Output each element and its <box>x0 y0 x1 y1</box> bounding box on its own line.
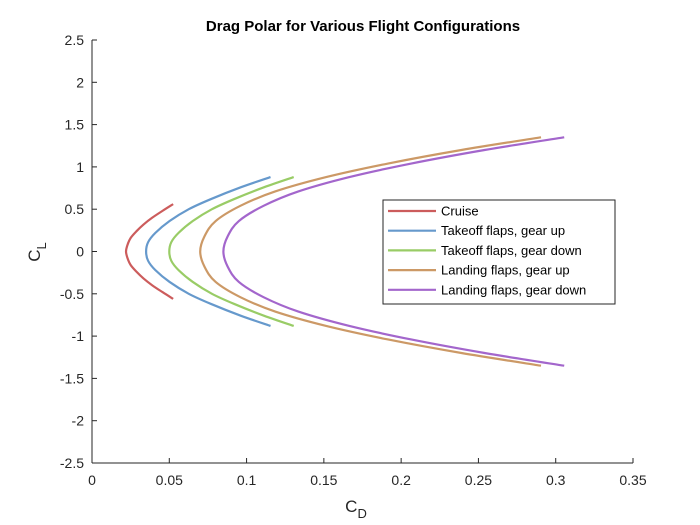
y-tick-label: 0.5 <box>65 201 85 217</box>
x-axis-label-sub: D <box>357 506 366 521</box>
x-axis-label: CD <box>345 497 367 521</box>
y-ticks: -2.5 -2 -1.5 -1 -0.5 0 0.5 1 1.5 2 2.5 <box>60 32 97 471</box>
legend: Cruise Takeoff flaps, gear up Takeoff flap… <box>382 199 616 305</box>
y-tick-label: -2.5 <box>60 455 84 471</box>
legend-label-cruise: Cruise <box>441 204 479 219</box>
y-tick-label: -1 <box>72 328 85 344</box>
y-axis-label-sub: L <box>34 242 49 249</box>
x-axis-label-main: C <box>345 497 357 516</box>
x-tick-label: 0.3 <box>546 472 566 488</box>
y-tick-label: -1.5 <box>60 370 84 386</box>
y-tick-label: -0.5 <box>60 286 84 302</box>
chart-title: Drag Polar for Various Flight Configurat… <box>206 18 520 35</box>
x-tick-label: 0.15 <box>310 472 337 488</box>
y-axis-label-main: C <box>25 249 44 261</box>
legend-label-landing-flaps-gear-down: Landing flaps, gear down <box>441 282 586 297</box>
y-tick-label: -2 <box>72 413 85 429</box>
plot-area: 0 0.05 0.1 0.15 0.2 0.25 0.3 0.35 -2.5-2-1.5-1-… <box>60 32 647 488</box>
x-ticks: 0 0.05 0.1 0.15 0.2 0.25 0.3 0.35 <box>88 458 647 488</box>
legend-label-takeoff-flaps-gear-down: Takeoff flaps, gear down <box>441 243 582 258</box>
y-tick-label: 1.5 <box>65 117 85 133</box>
y-tick-label: 2.5 <box>65 32 85 48</box>
series-line-takeoff-flaps-gear-up <box>145 176 271 327</box>
y-tick-label: 1 <box>76 159 84 175</box>
x-tick-label: 0.35 <box>619 472 646 488</box>
x-tick-label: 0 <box>88 472 96 488</box>
series-line-takeoff-flaps-gear-down <box>168 176 295 327</box>
x-tick-label: 0.05 <box>156 472 183 488</box>
x-tick-label: 0.25 <box>465 472 492 488</box>
y-axis-label: CL <box>25 242 49 262</box>
x-tick-label: 0.2 <box>391 472 411 488</box>
legend-box <box>382 199 616 305</box>
series-line-cruise <box>124 203 174 300</box>
legend-label-takeoff-flaps-gear-up: Takeoff flaps, gear up <box>441 223 565 238</box>
legend-label-landing-flaps-gear-up: Landing flaps, gear up <box>441 263 570 278</box>
x-tick-label: 0.1 <box>237 472 257 488</box>
series-line-landing-flaps-gear-down <box>222 136 565 367</box>
y-tick-label: 0 <box>76 244 84 260</box>
series-lines <box>124 136 565 367</box>
y-tick-label: 2 <box>76 74 84 90</box>
series-line-landing-flaps-gear-up <box>199 136 542 367</box>
